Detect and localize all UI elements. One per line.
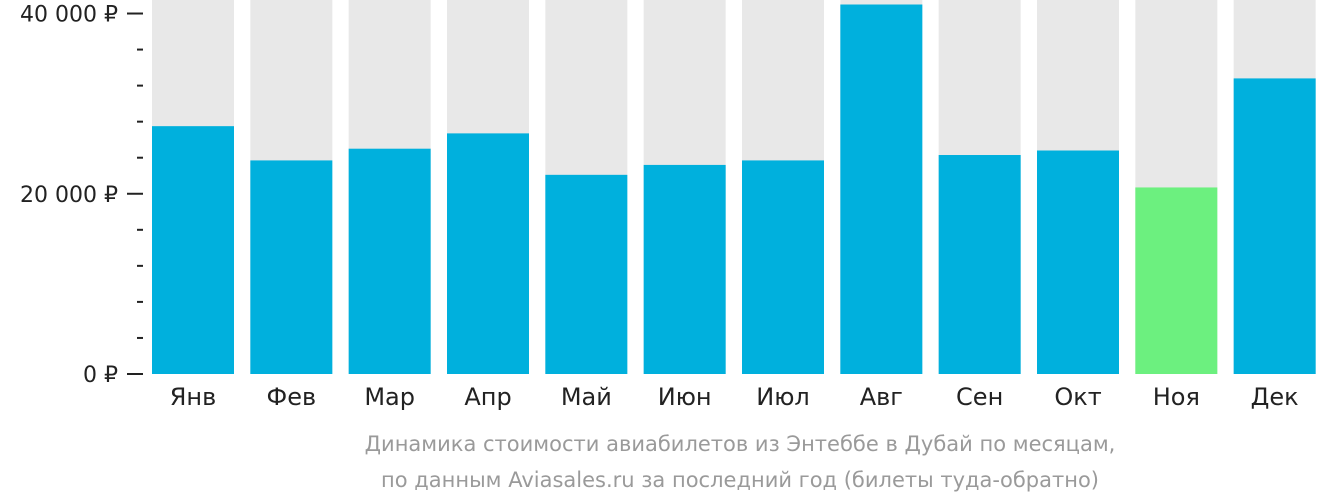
bar-4 <box>545 174 628 374</box>
bar-11 <box>1233 78 1316 374</box>
data-bars <box>152 4 1316 375</box>
x-tick-label: Фев <box>267 383 317 411</box>
x-tick-label: Май <box>561 383 612 411</box>
bar-3 <box>447 133 529 374</box>
x-tick-label: Авг <box>860 383 903 411</box>
x-tick-label: Мар <box>364 383 415 411</box>
bar-9 <box>1037 150 1119 374</box>
chart-caption-line-2: по данным Aviasales.ru за последний год … <box>381 468 1099 492</box>
x-tick-label: Апр <box>464 383 511 411</box>
bar-chart: 0 ₽ 20 000 ₽ 40 000 ₽ Янв Фев Мар Апр Май Июн Ию… <box>20 0 1316 411</box>
x-tick-label: Июн <box>658 383 712 411</box>
x-axis: Янв Фев Мар Апр Май Июн Июл Авг Сен Окт Ноя Дек <box>170 383 1299 411</box>
y-tick-label: 20 000 ₽ <box>20 183 118 208</box>
bar-7 <box>840 4 923 375</box>
y-axis: 0 ₽ 20 000 ₽ 40 000 ₽ <box>20 3 143 388</box>
bar-5 <box>643 164 726 374</box>
y-tick-label: 40 000 ₽ <box>20 3 118 28</box>
y-tick-label: 0 ₽ <box>83 363 118 388</box>
bar-10 <box>1135 187 1218 374</box>
bar-6 <box>742 160 824 374</box>
bar-2 <box>348 148 431 374</box>
x-tick-label: Окт <box>1054 383 1101 411</box>
bar-1 <box>250 160 333 374</box>
x-tick-label: Июл <box>756 383 810 411</box>
x-tick-label: Ноя <box>1153 383 1200 411</box>
x-tick-label: Янв <box>170 383 217 411</box>
bar-0 <box>152 126 234 375</box>
x-tick-label: Дек <box>1251 383 1299 411</box>
bar-8 <box>938 155 1021 374</box>
chart-caption-line-1: Динамика стоимости авиабилетов из Энтебб… <box>364 432 1116 456</box>
x-tick-label: Сен <box>956 383 1003 411</box>
